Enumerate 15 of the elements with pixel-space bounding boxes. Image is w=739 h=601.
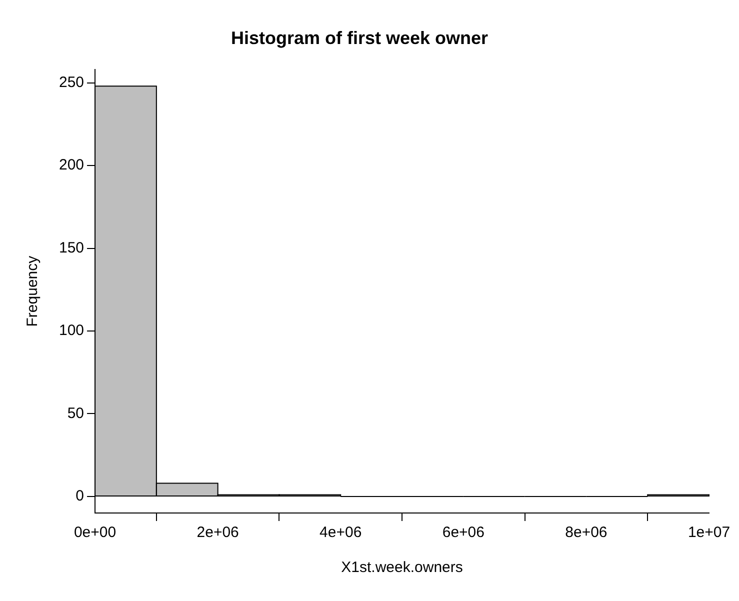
x-tick-label: 8e+06 <box>565 524 608 542</box>
x-axis-title: X1st.week.owners <box>341 559 463 576</box>
x-tick-label: 4e+06 <box>320 524 362 542</box>
y-axis-title: Frequency <box>24 255 42 327</box>
x-tick-label: 6e+06 <box>442 524 484 542</box>
x-tick-label: 2e+06 <box>196 524 239 542</box>
x-tick-label: 1e+07 <box>688 524 730 542</box>
y-tick-label: 50 <box>67 404 84 422</box>
y-tick-label: 150 <box>58 239 84 256</box>
y-tick-label: 250 <box>58 74 84 91</box>
x-tick-label: 0e+00 <box>74 524 116 542</box>
y-tick-label: 200 <box>58 156 84 174</box>
y-tick-label: 100 <box>58 322 84 340</box>
y-tick-label: 0 <box>76 488 84 505</box>
chart-title: Histogram of first week owner <box>230 28 488 48</box>
